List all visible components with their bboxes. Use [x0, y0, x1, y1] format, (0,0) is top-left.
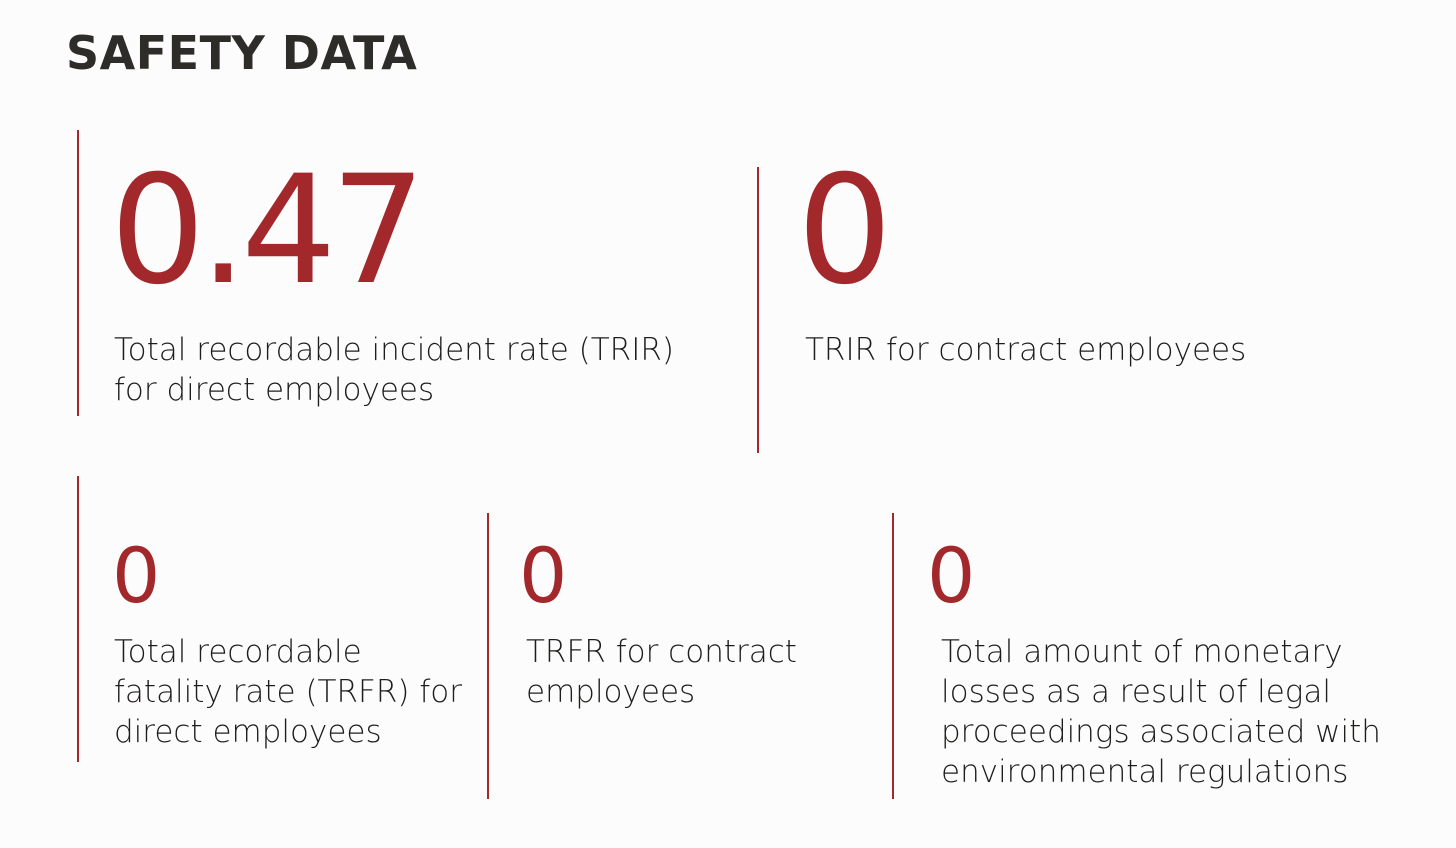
divider-line — [487, 513, 489, 799]
metric-value-trfr-contract: 0 — [519, 531, 568, 620]
divider-line — [77, 476, 79, 762]
page-title: SAFETY DATA — [66, 26, 418, 80]
divider-line — [77, 130, 79, 416]
metric-label-trir-contract: TRIR for contract employees — [805, 332, 1247, 368]
divider-line — [757, 167, 759, 453]
metric-label-monetary-losses: Total amount of monetary losses as a res… — [941, 634, 1381, 790]
metric-value-trir-contract: 0 — [797, 144, 892, 318]
metric-value-trfr-direct: 0 — [112, 531, 161, 620]
divider-line — [892, 513, 894, 799]
metric-label-trfr-direct: Total recordable fatality rate (TRFR) fo… — [114, 634, 462, 750]
metric-value-monetary-losses: 0 — [927, 531, 976, 620]
metric-label-trir-direct: Total recordable incident rate (TRIR) fo… — [114, 332, 674, 408]
metric-value-trir-direct: 0.47 — [110, 144, 426, 318]
metric-label-trfr-contract: TRFR for contract employees — [526, 634, 797, 710]
